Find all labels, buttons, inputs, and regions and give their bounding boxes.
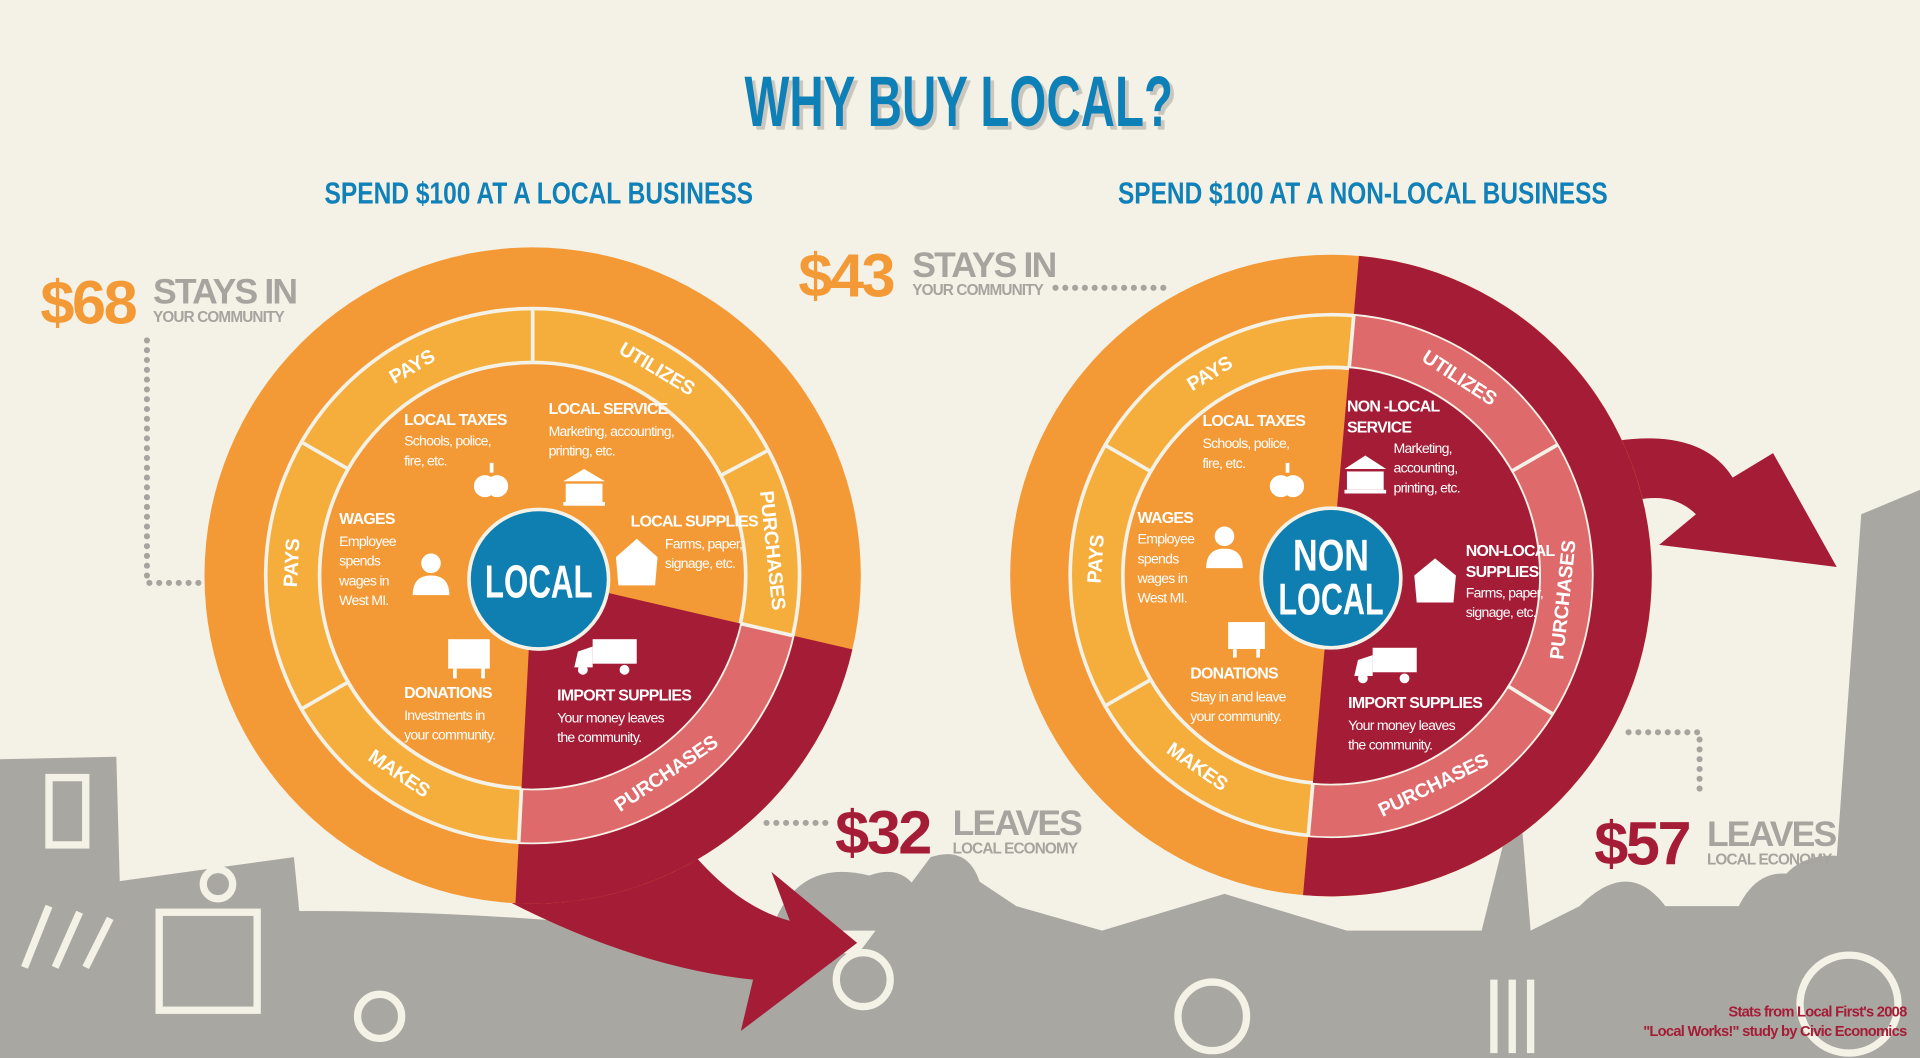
- item-text: the community.: [557, 729, 641, 745]
- local-stays-amount: $68: [40, 268, 136, 336]
- person-icon: [412, 553, 450, 596]
- local-stays-label: STAYS IN: [153, 272, 296, 312]
- chart-board-icon: [1228, 622, 1265, 658]
- item-title: LOCAL SERVICE: [549, 401, 668, 418]
- item-title: DONATIONS: [404, 685, 492, 702]
- dotted-connector: [1625, 729, 1703, 799]
- ring-label: PAYS: [280, 538, 305, 588]
- local-diagram: PAYS UTILIZESPURCHASESPURCHASESMAKESPAYS …: [204, 247, 861, 1032]
- skyline-details: [21, 773, 1902, 1057]
- local-leaves-sub: LOCAL ECONOMY: [953, 840, 1078, 857]
- ring-divider: [1347, 315, 1356, 369]
- nonlocal-leaves-label: LEAVES: [1707, 814, 1837, 854]
- item-text: your community.: [404, 727, 495, 743]
- item-text: Marketing,: [1393, 440, 1451, 456]
- item-title: SERVICE: [1347, 419, 1412, 436]
- item-text: Your money leaves: [557, 709, 664, 725]
- item-text: Marketing, accounting,: [549, 423, 674, 439]
- item-text: Employee: [339, 533, 397, 549]
- item-title: LOCAL TAXES: [404, 412, 507, 429]
- nonlocal-center: [1259, 506, 1403, 650]
- ring-divider: [300, 680, 350, 711]
- item-text: fire, etc.: [404, 452, 447, 468]
- item-text: signage, etc.: [665, 555, 735, 571]
- nonlocal-center-label: NON: [1293, 532, 1369, 581]
- item-title: DONATIONS: [1190, 665, 1278, 682]
- ring-divider: [1510, 443, 1558, 474]
- item-text: Farms, paper,: [1466, 585, 1543, 601]
- local-center: [467, 507, 611, 651]
- ring-divider: [516, 788, 524, 843]
- nonlocal-stays-label: STAYS IN: [912, 245, 1055, 285]
- local-leaves-label: LEAVES: [953, 803, 1083, 843]
- ring-divider: [719, 448, 770, 478]
- item-text: Investments in: [404, 707, 484, 723]
- item-title: IMPORT SUPPLIES: [1348, 695, 1482, 712]
- item-title: NON -LOCAL: [1347, 398, 1441, 415]
- item-title: LOCAL SUPPLIES: [631, 514, 758, 531]
- item-title: IMPORT SUPPLIES: [557, 687, 691, 704]
- item-text: Employee: [1138, 531, 1196, 547]
- item-text: signage, etc.: [1466, 604, 1536, 620]
- apple-icon: [473, 462, 509, 498]
- barn-icon: [1414, 558, 1456, 603]
- nonlocal-diagram: PAYS UTILIZESPURCHASESPURCHASESMAKESPAYS …: [1010, 254, 1837, 897]
- item-text: fire, etc.: [1202, 455, 1245, 471]
- barn-icon: [615, 538, 658, 586]
- apple-icon: [1269, 462, 1305, 498]
- local-center-label: LOCAL: [485, 556, 593, 608]
- bank-icon: [1344, 455, 1387, 494]
- item-title: LOCAL TAXES: [1202, 413, 1305, 430]
- page-title: WHY BUY LOCAL?: [744, 63, 1173, 142]
- item-text: Your money leaves: [1348, 717, 1455, 733]
- dotted-connector: [143, 337, 209, 586]
- truck-icon: [1354, 647, 1417, 684]
- item-title: WAGES: [1138, 510, 1194, 527]
- item-text: printing, etc.: [1393, 479, 1459, 495]
- item-text: West MI.: [339, 592, 388, 608]
- nonlocal-stays-amount: $43: [798, 241, 893, 309]
- item-text: printing, etc.: [549, 443, 615, 459]
- item-text: spends: [1138, 550, 1180, 566]
- bank-icon: [563, 469, 605, 506]
- source-note: "Local Works!" study by Civic Economics: [1643, 1024, 1907, 1040]
- item-title: NON-LOCAL: [1466, 543, 1556, 560]
- item-text: Schools, police,: [404, 433, 491, 449]
- truck-icon: [574, 639, 637, 675]
- item-text: wages in: [1137, 570, 1188, 586]
- item-text: the community.: [1348, 736, 1432, 752]
- local-leaves-amount: $32: [835, 798, 930, 866]
- item-text: spends: [339, 553, 381, 569]
- item-text: your community.: [1190, 708, 1281, 724]
- ring-label: PAYS: [1084, 534, 1109, 584]
- nonlocal-stays-sub: YOUR COMMUNITY: [912, 282, 1043, 299]
- ring-divider: [300, 440, 350, 471]
- ring-divider: [1104, 443, 1152, 474]
- local-heading: SPEND $100 AT A LOCAL BUSINESS: [324, 176, 753, 210]
- item-text: Farms, paper,: [665, 536, 742, 552]
- ring-divider: [1306, 782, 1315, 836]
- ring-divider: [1104, 678, 1152, 708]
- ring-divider: [1506, 684, 1554, 716]
- item-title: WAGES: [339, 511, 395, 528]
- person-icon: [1206, 526, 1243, 569]
- item-text: accounting,: [1393, 460, 1457, 476]
- item-text: West MI.: [1138, 589, 1187, 605]
- nonlocal-heading: SPEND $100 AT A NON-LOCAL BUSINESS: [1118, 176, 1608, 210]
- nonlocal-center-label: LOCAL: [1278, 576, 1383, 625]
- item-text: wages in: [338, 572, 389, 588]
- nonlocal-leaves-amount: $57: [1594, 810, 1689, 878]
- item-text: Schools, police,: [1202, 435, 1289, 451]
- item-title: SUPPLIES: [1466, 564, 1539, 581]
- nonlocal-leave-arrow: [1616, 438, 1837, 567]
- item-text: Stay in and leave: [1190, 689, 1286, 705]
- nonlocal-leaves-sub: LOCAL ECONOMY: [1707, 852, 1832, 869]
- ring-divider: [739, 621, 794, 638]
- chart-board-icon: [448, 639, 490, 679]
- source-note: Stats from Local First's 2008: [1728, 1004, 1907, 1020]
- local-stays-sub: YOUR COMMUNITY: [153, 309, 284, 326]
